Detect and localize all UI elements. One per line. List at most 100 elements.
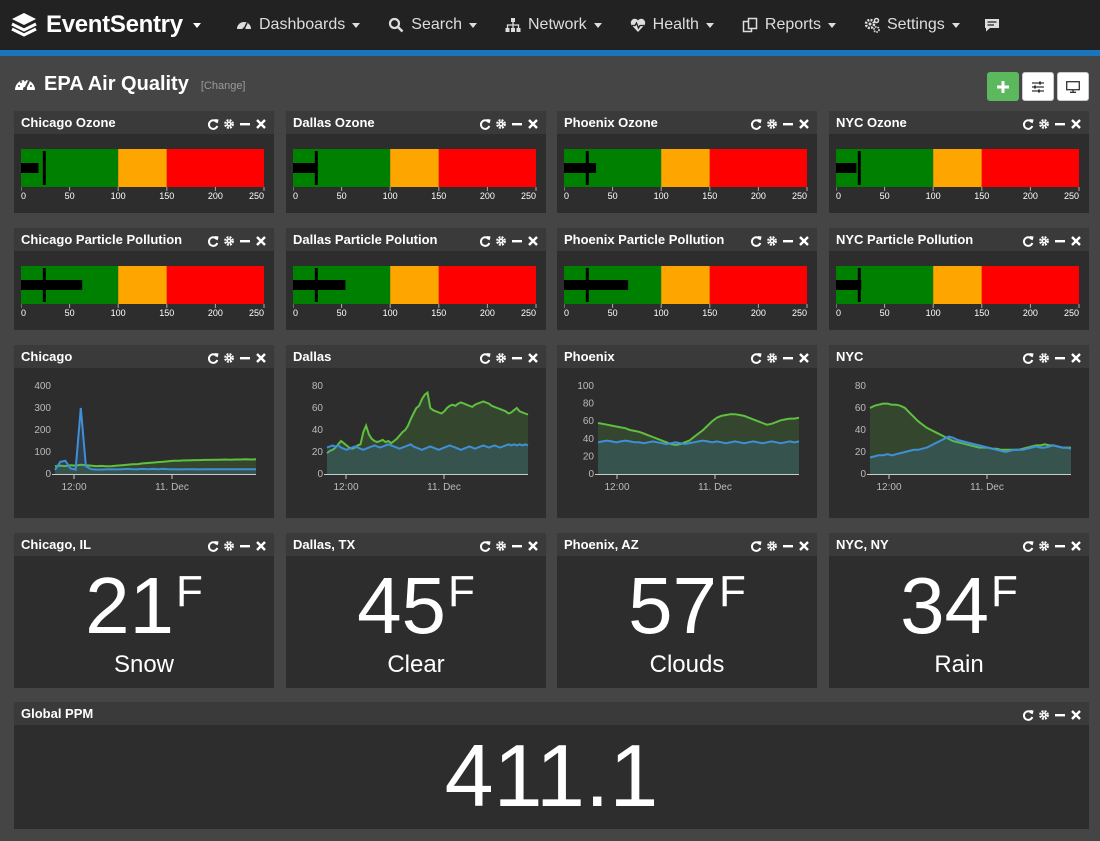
fullscreen-display-button[interactable] — [1057, 72, 1089, 101]
widget-header[interactable]: Global PPM — [14, 702, 1089, 725]
minimize-button[interactable] — [1054, 234, 1066, 246]
close-button[interactable] — [798, 539, 810, 551]
nav-settings[interactable]: Settings — [850, 0, 974, 50]
widget-settings-button[interactable] — [766, 539, 778, 551]
refresh-button[interactable] — [1022, 234, 1034, 247]
close-button[interactable] — [527, 234, 539, 246]
widget-settings-button[interactable] — [495, 117, 507, 129]
close-button[interactable] — [527, 117, 539, 129]
nav-dashboards[interactable]: Dashboards — [222, 0, 374, 50]
close-button[interactable] — [255, 539, 267, 551]
page-title: EPA Air Quality — [44, 72, 189, 95]
close-button[interactable] — [798, 117, 810, 129]
refresh-button[interactable] — [207, 351, 219, 364]
minimize-button[interactable] — [511, 117, 523, 129]
minimize-button[interactable] — [239, 234, 251, 246]
change-dashboard-link[interactable]: [Change] — [200, 80, 246, 92]
minimize-button[interactable] — [511, 234, 523, 246]
refresh-button[interactable] — [750, 351, 762, 364]
widget-header[interactable]: Phoenix, AZ — [557, 533, 817, 556]
close-button[interactable] — [1070, 539, 1082, 551]
widget-settings-button[interactable] — [1038, 351, 1050, 363]
widget-header[interactable]: NYC, NY — [829, 533, 1089, 556]
brand-menu[interactable]: EventSentry — [0, 0, 222, 50]
widget-settings-button[interactable] — [223, 234, 235, 246]
minimize-button[interactable] — [1054, 708, 1066, 720]
minimize-button[interactable] — [511, 539, 523, 551]
nav-network[interactable]: Network — [491, 0, 616, 50]
minimize-button[interactable] — [1054, 117, 1066, 129]
refresh-button[interactable] — [479, 117, 491, 130]
refresh-button[interactable] — [750, 539, 762, 552]
series-area — [870, 403, 1071, 474]
widget-header[interactable]: Chicago, IL — [14, 533, 274, 556]
widget-settings-button[interactable] — [495, 539, 507, 551]
widget-settings-button[interactable] — [766, 351, 778, 363]
widget-settings-button[interactable] — [223, 351, 235, 363]
widget-header[interactable]: NYC — [829, 345, 1089, 368]
nav-search[interactable]: Search — [374, 0, 491, 50]
close-button[interactable] — [255, 234, 267, 246]
refresh-button[interactable] — [1022, 117, 1034, 130]
widget-settings-button[interactable] — [1038, 234, 1050, 246]
widget-header[interactable]: Dallas Particle Polution — [286, 228, 546, 251]
refresh-button[interactable] — [479, 234, 491, 247]
minimize-button[interactable] — [1054, 351, 1066, 363]
widget-settings-button[interactable] — [1038, 539, 1050, 551]
refresh-button[interactable] — [207, 539, 219, 552]
dashboard-settings-button[interactable] — [1022, 72, 1054, 101]
nav-chat[interactable] — [974, 0, 1017, 50]
widget-settings-button[interactable] — [766, 117, 778, 129]
widget-header[interactable]: Phoenix Particle Pollution — [557, 228, 817, 251]
minimize-button[interactable] — [511, 351, 523, 363]
widget-settings-button[interactable] — [766, 234, 778, 246]
minimize-button[interactable] — [239, 351, 251, 363]
refresh-button[interactable] — [1022, 351, 1034, 364]
widget-header[interactable]: Phoenix Ozone — [557, 111, 817, 134]
refresh-button[interactable] — [1022, 539, 1034, 552]
close-button[interactable] — [255, 117, 267, 129]
widget-header[interactable]: Chicago Ozone — [14, 111, 274, 134]
widget-settings-button[interactable] — [223, 539, 235, 551]
widget-header[interactable]: Chicago Particle Pollution — [14, 228, 274, 251]
nav-reports[interactable]: Reports — [728, 0, 850, 50]
widget-header[interactable]: NYC Ozone — [829, 111, 1089, 134]
minimize-button[interactable] — [239, 117, 251, 129]
close-button[interactable] — [1070, 351, 1082, 363]
widget-header[interactable]: NYC Particle Pollution — [829, 228, 1089, 251]
widget-settings-button[interactable] — [495, 351, 507, 363]
widget-header[interactable]: Dallas Ozone — [286, 111, 546, 134]
minimize-button[interactable] — [782, 117, 794, 129]
widget-header[interactable]: Dallas, TX — [286, 533, 546, 556]
refresh-button[interactable] — [207, 234, 219, 247]
widget-settings-button[interactable] — [1038, 708, 1050, 720]
widget-settings-button[interactable] — [495, 234, 507, 246]
close-button[interactable] — [1070, 234, 1082, 246]
refresh-button[interactable] — [479, 539, 491, 552]
refresh-button[interactable] — [1022, 708, 1034, 721]
close-button[interactable] — [527, 539, 539, 551]
nav-health[interactable]: Health — [616, 0, 728, 50]
minimize-button[interactable] — [782, 351, 794, 363]
widget-settings-button[interactable] — [1038, 117, 1050, 129]
add-widget-button[interactable] — [987, 72, 1019, 101]
close-button[interactable] — [1070, 708, 1082, 720]
widget-settings-button[interactable] — [223, 117, 235, 129]
widget-header[interactable]: Dallas — [286, 345, 546, 368]
close-button[interactable] — [798, 234, 810, 246]
minimize-button[interactable] — [782, 539, 794, 551]
refresh-button[interactable] — [479, 351, 491, 364]
close-button[interactable] — [1070, 117, 1082, 129]
refresh-button[interactable] — [207, 117, 219, 130]
close-button[interactable] — [798, 351, 810, 363]
widget-header[interactable]: Phoenix — [557, 345, 817, 368]
refresh-button[interactable] — [750, 234, 762, 247]
moderate-band — [933, 266, 982, 304]
minimize-button[interactable] — [239, 539, 251, 551]
minimize-button[interactable] — [782, 234, 794, 246]
minimize-button[interactable] — [1054, 539, 1066, 551]
widget-header[interactable]: Chicago — [14, 345, 274, 368]
refresh-button[interactable] — [750, 117, 762, 130]
close-button[interactable] — [527, 351, 539, 363]
close-button[interactable] — [255, 351, 267, 363]
